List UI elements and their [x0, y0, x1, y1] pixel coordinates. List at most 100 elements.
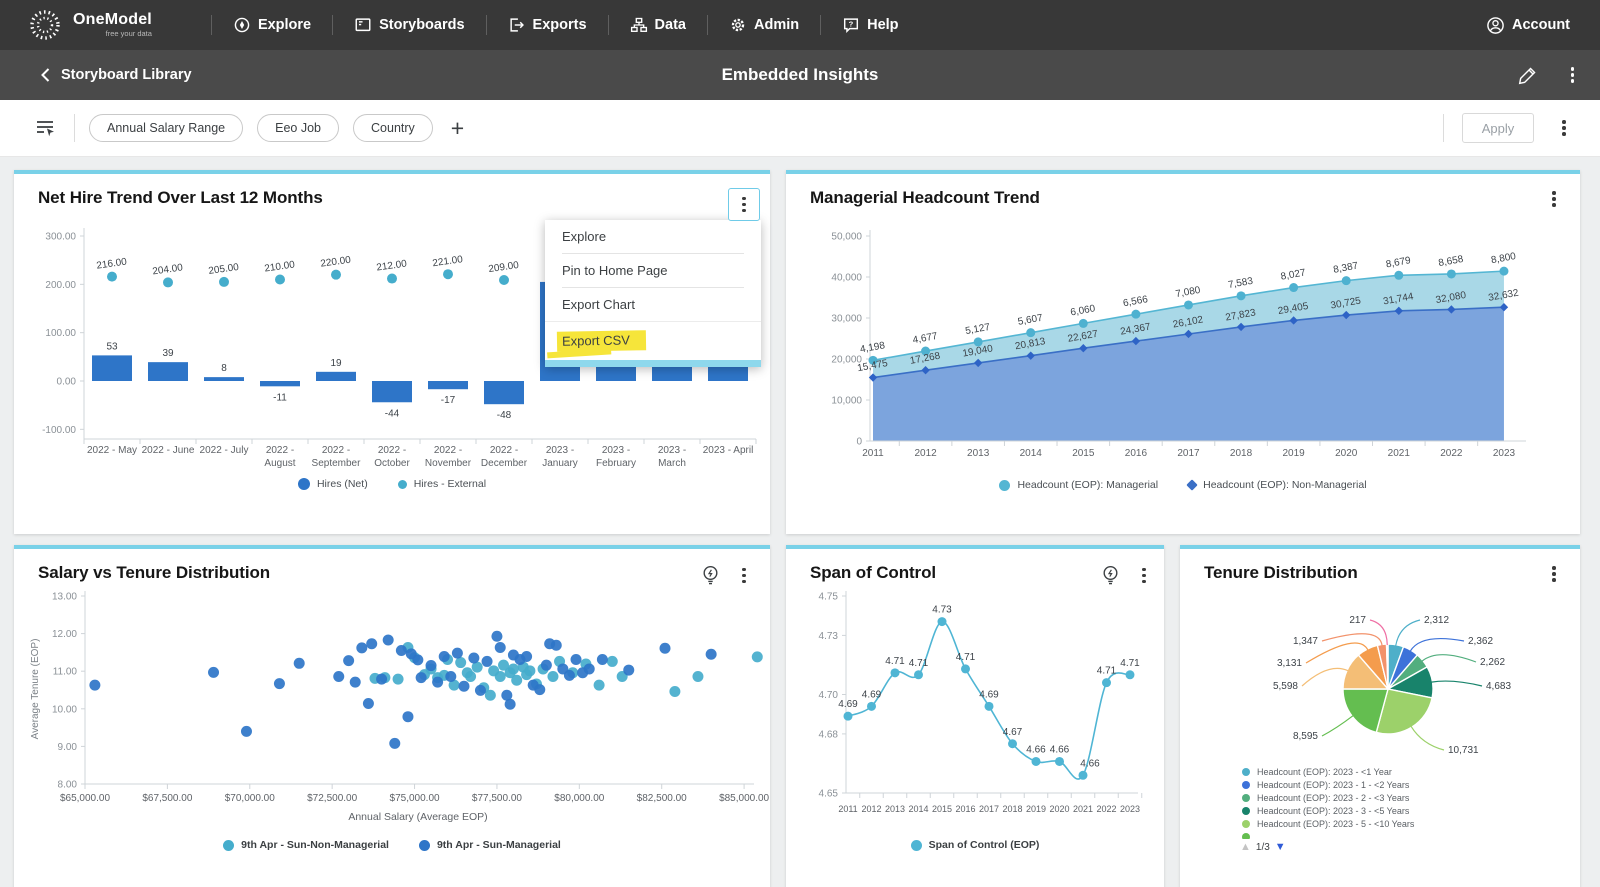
filter-pill-eeo-job[interactable]: Eeo Job: [257, 114, 339, 142]
nav-divider: [486, 15, 487, 35]
legend-item-non-managerial[interactable]: Headcount (EOP): Non-Managerial: [1188, 479, 1366, 491]
svg-text:2014: 2014: [1020, 448, 1043, 459]
svg-text:2021: 2021: [1388, 448, 1411, 459]
chart-menu-button[interactable]: [1542, 561, 1566, 587]
svg-text:2022 - May: 2022 - May: [87, 445, 137, 456]
storyboard-kebab-menu[interactable]: [1567, 63, 1579, 87]
svg-text:6,566: 6,566: [1122, 294, 1149, 309]
legend-item-2-3-years[interactable]: Headcount (EOP): 2023 - 2 - <3 Years: [1242, 791, 1542, 804]
menu-item-export-csv[interactable]: Export CSV: [545, 322, 761, 360]
legend-item-1-2-years[interactable]: Headcount (EOP): 2023 - 1 - <2 Years: [1242, 778, 1542, 791]
onemodel-logo[interactable]: OneModel free your data: [0, 6, 152, 44]
edit-storyboard-button[interactable]: [1514, 62, 1541, 89]
chart-title: Span of Control: [810, 563, 936, 583]
export-icon: [508, 16, 526, 34]
nav-exports[interactable]: Exports: [508, 16, 587, 34]
chart-menu-button[interactable]: [732, 563, 756, 589]
nav-admin[interactable]: Admin: [729, 16, 799, 34]
export-csv-highlight: Export CSV: [557, 330, 646, 352]
add-filter-button[interactable]: +: [447, 117, 468, 140]
legend-item-managerial[interactable]: 9th Apr - Sun-Managerial: [419, 839, 561, 851]
account-menu[interactable]: Account: [1486, 16, 1600, 35]
legend-item-hires-net[interactable]: Hires (Net): [298, 478, 368, 490]
svg-text:30,725: 30,725: [1330, 295, 1362, 311]
legend-pagination: ▲ 1/3 ▼: [1240, 841, 1286, 853]
svg-text:210.00: 210.00: [264, 259, 296, 274]
legend-item-partial[interactable]: [1242, 830, 1542, 839]
svg-text:8,387: 8,387: [1333, 261, 1360, 276]
svg-text:?: ?: [849, 19, 854, 28]
chart-menu-button[interactable]: [1132, 563, 1156, 589]
salary-tenure-scatter-chart: 13.0012.0011.0010.009.008.00$65,000.00$6…: [14, 549, 770, 887]
svg-text:2020: 2020: [1049, 804, 1069, 814]
legend-item-5-10-years[interactable]: Headcount (EOP): 2023 - 5 - <10 Years: [1242, 817, 1542, 830]
panel-tenure-distribution: Tenure Distribution 2,3122,3622,2624,683…: [1180, 545, 1580, 887]
svg-text:2023 -: 2023 -: [546, 445, 574, 456]
svg-text:2023: 2023: [1493, 448, 1516, 459]
nav-data[interactable]: Data: [630, 16, 686, 34]
chart-menu-button-active[interactable]: [728, 188, 760, 221]
svg-text:4.71: 4.71: [956, 652, 976, 663]
svg-text:11.00: 11.00: [53, 667, 78, 678]
svg-text:19,040: 19,040: [962, 343, 994, 359]
svg-text:$80,000.00: $80,000.00: [554, 793, 604, 804]
legend-marker: [1186, 479, 1197, 490]
svg-text:30,000: 30,000: [831, 314, 862, 325]
help-chat-icon: ?: [842, 16, 860, 34]
chart-menu-button[interactable]: [1542, 186, 1566, 212]
nav-help[interactable]: ? Help: [842, 16, 898, 34]
filter-list-button[interactable]: [30, 113, 60, 143]
legend-label: 9th Apr - Sun-Managerial: [437, 839, 561, 851]
legend-next-button[interactable]: ▼: [1275, 841, 1286, 853]
nav-divider: [820, 15, 821, 35]
svg-text:8,658: 8,658: [1438, 254, 1465, 269]
insight-button[interactable]: [697, 561, 724, 590]
svg-text:-48: -48: [497, 410, 512, 421]
svg-text:August: August: [264, 458, 295, 469]
svg-text:10,000: 10,000: [831, 396, 862, 407]
legend-item-3-5-years[interactable]: Headcount (EOP): 2023 - 3 - <5 Years: [1242, 804, 1542, 817]
onemodel-logo-icon: [26, 6, 64, 44]
svg-text:3,131: 3,131: [1277, 658, 1302, 669]
svg-text:October: October: [374, 458, 410, 469]
legend-item-lt1-year[interactable]: Headcount (EOP): 2023 - <1 Year: [1242, 765, 1542, 778]
svg-text:$85,000.00: $85,000.00: [719, 793, 769, 804]
svg-text:2021: 2021: [1073, 804, 1093, 814]
menu-item-export-chart[interactable]: Export Chart: [545, 288, 761, 321]
legend-marker: [419, 840, 430, 851]
svg-text:6,060: 6,060: [1070, 303, 1097, 318]
managerial-legend: Headcount (EOP): Managerial Headcount (E…: [786, 479, 1580, 491]
apply-filters-button[interactable]: Apply: [1462, 113, 1534, 143]
filter-bar-kebab-menu[interactable]: [1552, 115, 1576, 141]
svg-text:32,080: 32,080: [1435, 290, 1467, 306]
filter-pill-annual-salary-range[interactable]: Annual Salary Range: [89, 114, 243, 142]
legend-prev-button[interactable]: ▲: [1240, 841, 1251, 853]
menu-item-pin-to-home-page[interactable]: Pin to Home Page: [545, 254, 761, 287]
svg-text:September: September: [312, 458, 362, 469]
nav-storyboards[interactable]: Storyboards: [354, 16, 464, 34]
legend-item-managerial[interactable]: Headcount (EOP): Managerial: [999, 479, 1158, 491]
svg-text:216.00: 216.00: [96, 256, 128, 271]
compass-icon: [233, 16, 251, 34]
legend-label: Headcount (EOP): 2023 - 1 - <2 Years: [1257, 780, 1409, 790]
svg-text:$72,500.00: $72,500.00: [307, 793, 357, 804]
nav-explore[interactable]: Explore: [233, 16, 311, 34]
insight-button[interactable]: [1097, 561, 1124, 590]
legend-label: 9th Apr - Sun-Non-Managerial: [241, 839, 389, 851]
svg-text:4.67: 4.67: [1003, 727, 1023, 738]
sitemap-icon: [630, 16, 648, 34]
svg-text:220.00: 220.00: [320, 255, 352, 270]
nav-divider: [608, 15, 609, 35]
legend-item-span-of-control[interactable]: Span of Control (EOP): [911, 839, 1040, 851]
filter-pill-country[interactable]: Country: [353, 114, 433, 142]
svg-text:205.00: 205.00: [208, 262, 240, 277]
legend-page-indicator: 1/3: [1256, 842, 1270, 853]
svg-text:2,262: 2,262: [1480, 657, 1505, 668]
menu-item-explore[interactable]: Explore: [545, 220, 761, 253]
legend-item-hires-external[interactable]: Hires - External: [398, 478, 486, 490]
legend-item-non-managerial[interactable]: 9th Apr - Sun-Non-Managerial: [223, 839, 389, 851]
svg-text:-100.00: -100.00: [42, 425, 76, 436]
svg-text:2022 -: 2022 -: [266, 445, 294, 456]
svg-text:4.69: 4.69: [862, 689, 882, 700]
span-legend: Span of Control (EOP): [786, 839, 1164, 851]
